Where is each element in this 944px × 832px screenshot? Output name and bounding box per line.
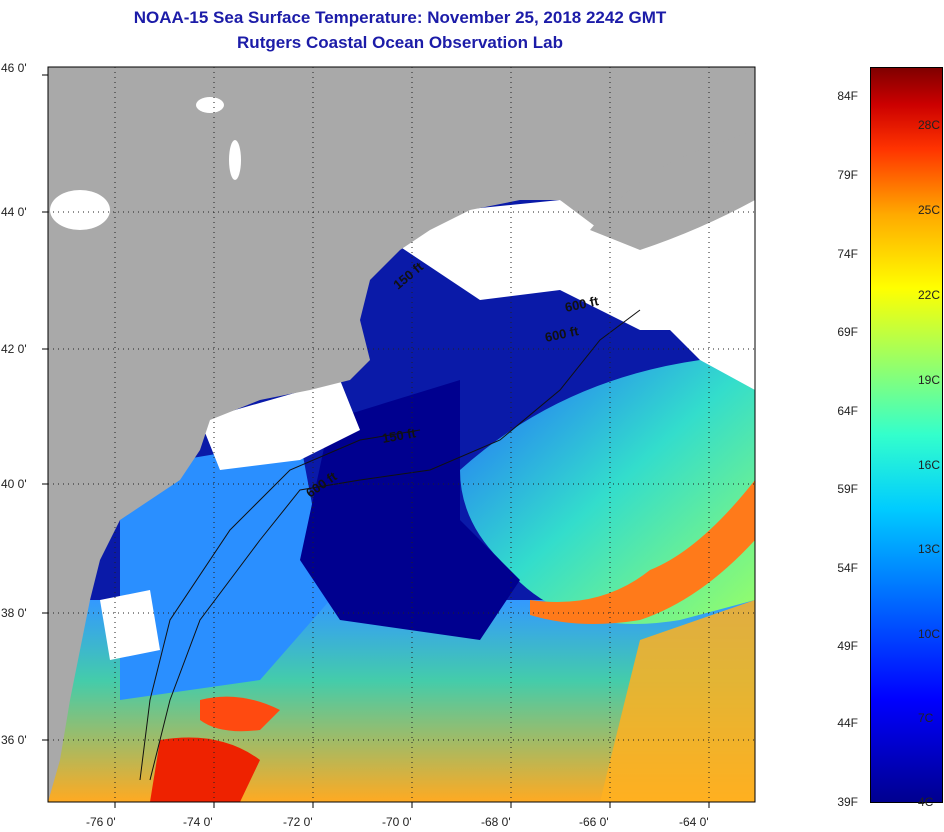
lake: [50, 190, 110, 230]
warm-water-southeast: [600, 600, 755, 802]
axis-ticks: [42, 74, 710, 808]
colorbar-f-label: 54F: [837, 561, 858, 575]
colorbar-f-label: 69F: [837, 325, 858, 339]
lon-label: -70 0': [382, 815, 412, 829]
lake: [196, 97, 224, 113]
lon-label: -76 0': [86, 815, 116, 829]
colorbar-f-label: 39F: [837, 795, 858, 809]
colorbar-f-label: 59F: [837, 482, 858, 496]
shelf-water: [120, 440, 330, 700]
land-nova-scotia: [590, 130, 755, 250]
lat-label: 46 0': [1, 61, 27, 75]
cloud-chesapeake: [100, 590, 160, 660]
lon-label: -72 0': [283, 815, 313, 829]
lat-label: 36 0': [1, 733, 27, 747]
colorbar-c-label: 25C: [918, 203, 941, 217]
colorbar-c-label: 13C: [918, 542, 941, 556]
depth-label: 600 ft: [544, 323, 581, 345]
lon-label: -74 0': [183, 815, 213, 829]
contour-150ft: [139, 429, 421, 781]
colorbar-c-label: 7C: [918, 711, 934, 725]
lon-label: -66 0': [579, 815, 609, 829]
lat-label: 40 0': [1, 477, 27, 491]
deep-cold-water: [300, 380, 520, 640]
lat-label: 42 0': [1, 342, 27, 356]
colorbar-f-label: 84F: [837, 89, 858, 103]
colorbar-c-label: 22C: [918, 288, 941, 302]
map-title: NOAA-15 Sea Surface Temperature: Novembe…: [133, 8, 667, 27]
land-mainland: [48, 67, 755, 802]
colorbar-c-label: 19C: [918, 373, 941, 387]
warm-eddy-orange: [530, 480, 755, 624]
temperature-colorbar: [870, 67, 943, 803]
map-frame: [47, 66, 756, 803]
cloud-coast: [200, 380, 360, 470]
colorbar-f-label: 74F: [837, 247, 858, 261]
lat-label: 44 0': [1, 205, 27, 219]
colorbar-c-label: 4C: [918, 795, 934, 809]
warm-water-south: [150, 737, 260, 802]
colorbar-c-label: 28C: [918, 118, 941, 132]
colorbar-f-label: 79F: [837, 168, 858, 182]
colorbar-f-label: 64F: [837, 404, 858, 418]
contour-600ft: [149, 309, 641, 781]
colorbar-c-label: 16C: [918, 458, 941, 472]
warm-water-south-2: [200, 696, 280, 732]
depth-label: 150 ft: [381, 425, 418, 446]
lat-label: 38 0': [1, 606, 27, 620]
colorbar-f-label: 49F: [837, 639, 858, 653]
lake: [229, 140, 241, 180]
colorbar-c-label: 10C: [918, 627, 941, 641]
lon-label: -64 0': [679, 815, 709, 829]
depth-label: 600 ft: [564, 293, 601, 315]
lon-label: -68 0': [481, 815, 511, 829]
map-subtitle: Rutgers Coastal Ocean Observation Lab: [237, 33, 563, 52]
colorbar-f-label: 44F: [837, 716, 858, 730]
